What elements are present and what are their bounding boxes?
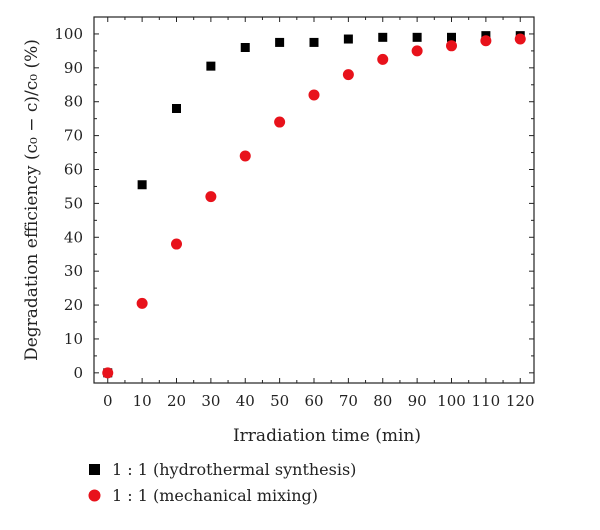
data-point-hydrothermal: [172, 104, 181, 113]
x-tick-label: 20: [167, 392, 186, 410]
legend-label-hydrothermal: 1 : 1 (hydrothermal synthesis): [112, 460, 356, 479]
y-tick-label: 10: [64, 330, 83, 348]
y-tick-labels: 0 10 20 30 40 50 60 70 80 90 100: [54, 25, 83, 382]
data-point-hydrothermal: [240, 43, 250, 52]
data-point-mechanical: [308, 89, 320, 101]
x-tick-label: 70: [339, 392, 358, 410]
legend-marker-mechanical: [88, 489, 101, 502]
y-tick-label: 40: [64, 228, 83, 246]
x-tick-label: 120: [506, 392, 535, 410]
data-point-hydrothermal: [206, 61, 216, 71]
data-point-hydrothermal: [275, 37, 285, 47]
y-tick-label: 50: [64, 194, 83, 212]
data-points: [102, 31, 526, 379]
data-point-mechanical: [377, 53, 389, 65]
data-point-mechanical: [136, 297, 148, 309]
y-tick-label: 90: [64, 59, 83, 77]
plot-frame: [93, 16, 535, 384]
data-point-mechanical: [274, 116, 286, 128]
tick-marks: [94, 17, 534, 383]
data-point-mechanical: [171, 238, 182, 250]
legend-label-mechanical: 1 : 1 (mechanical mixing): [112, 486, 318, 505]
data-point-mechanical: [411, 45, 423, 57]
x-tick-label: 90: [408, 392, 427, 410]
y-tick-label: 30: [64, 262, 83, 280]
y-tick-label: 80: [64, 93, 83, 111]
y-tick-label: 20: [64, 296, 83, 314]
x-tick-label: 0: [103, 392, 113, 410]
data-point-mechanical: [514, 33, 526, 45]
data-point-hydrothermal: [309, 37, 319, 47]
x-tick-label: 40: [236, 392, 255, 410]
data-point-mechanical: [239, 150, 251, 162]
data-point-hydrothermal: [137, 180, 147, 190]
x-tick-label: 60: [304, 392, 323, 410]
x-tick-label: 50: [270, 392, 289, 410]
data-point-mechanical: [342, 69, 354, 81]
x-tick-label: 80: [373, 392, 392, 410]
data-point-hydrothermal: [447, 32, 456, 42]
x-tick-label: 100: [437, 392, 466, 410]
y-axis-label: Degradation efficiency (c₀ − c)/c₀ (%): [22, 39, 42, 361]
y-tick-label: 100: [54, 25, 83, 43]
x-tick-label: 10: [133, 392, 152, 410]
x-tick-labels: 0 10 20 30 40 50 60 70 80 90 100 110 120: [103, 392, 535, 410]
data-point-mechanical: [102, 367, 114, 379]
data-point-mechanical: [205, 191, 217, 203]
data-point-hydrothermal: [412, 32, 422, 42]
x-axis-label: Irradiation time (min): [233, 426, 421, 446]
x-tick-label: 30: [201, 392, 220, 410]
data-point-mechanical: [480, 35, 492, 47]
data-point-hydrothermal: [343, 34, 353, 44]
y-tick-label: 70: [64, 127, 83, 145]
data-point-hydrothermal: [378, 32, 388, 42]
y-tick-label: 60: [64, 161, 83, 179]
x-tick-label: 110: [472, 392, 501, 410]
legend-marker-hydrothermal: [89, 464, 100, 475]
data-point-mechanical: [446, 40, 457, 52]
y-tick-label: 0: [73, 364, 83, 382]
legend: 1 : 1 (hydrothermal synthesis) 1 : 1 (me…: [88, 460, 356, 505]
